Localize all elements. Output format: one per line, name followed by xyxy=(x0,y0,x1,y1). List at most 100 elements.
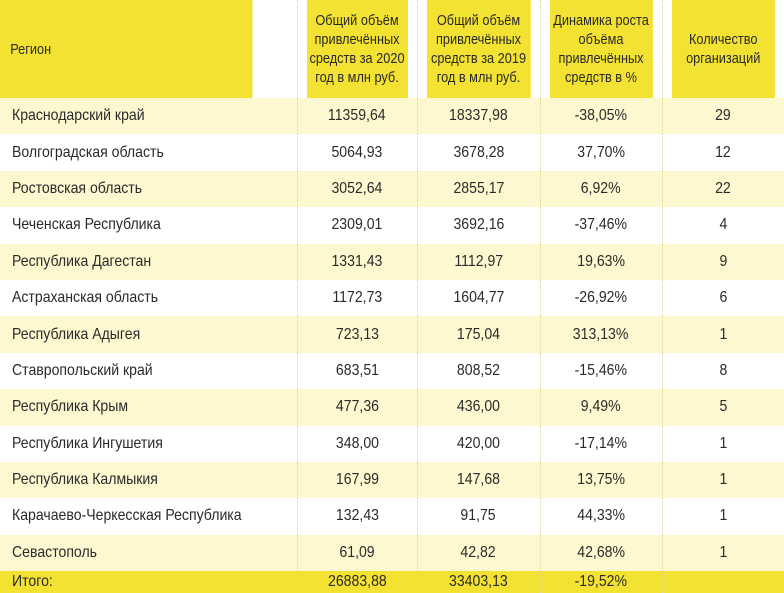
cell-org-count: 12 xyxy=(661,134,784,171)
cell-funds-2020: 167,99 xyxy=(296,461,417,499)
cell-org-count: 1 xyxy=(661,316,784,353)
region-value: Чеченская Республика xyxy=(12,216,161,234)
org-count-value: 1 xyxy=(719,471,728,489)
cell-funds-2020: 132,43 xyxy=(296,498,417,535)
cell-funds-2019: 3678,28 xyxy=(416,134,540,171)
cell-region: Волгоградская область xyxy=(0,134,297,171)
table-row: Волгоградская область 5064,93 3678,28 37,70… xyxy=(0,134,784,171)
cell-org-count: 29 xyxy=(661,98,784,135)
cell-funds-2020: 26883,88 xyxy=(296,571,417,593)
funds-2019-value: 2855,17 xyxy=(453,179,504,197)
cell-org-count: 1 xyxy=(661,425,784,462)
cell-funds-2019: 1112,97 xyxy=(416,243,540,280)
cell-growth: -26,92% xyxy=(539,279,662,317)
cell-growth: -38,05% xyxy=(539,98,662,135)
funds-2019-value: 420,00 xyxy=(456,434,501,452)
cell-org-count: 1 xyxy=(661,498,784,535)
funds-2019-value: 1604,77 xyxy=(453,289,504,307)
cell-region: Республика Дагестан xyxy=(0,243,297,280)
cell-org-count: 22 xyxy=(661,170,784,208)
cell-org-count: 8 xyxy=(661,352,784,390)
growth-value: -15,46% xyxy=(574,361,628,379)
funds-2019-value: 33403,13 xyxy=(449,573,508,591)
funds-2020-value: 5064,93 xyxy=(331,143,383,161)
funds-2020-value: 11359,64 xyxy=(328,107,386,125)
cell-org-count: 5 xyxy=(661,389,784,426)
funds-2019-value: 175,04 xyxy=(456,325,501,343)
table-row: Чеченская Республика 2309,01 3692,16 -37,46… xyxy=(0,207,784,244)
region-value: Волгоградская область xyxy=(12,143,164,161)
header-row: Регион Общий объём привлечённых средств … xyxy=(0,0,784,98)
cell-funds-2019: 147,68 xyxy=(416,461,540,499)
growth-value: 42,68% xyxy=(577,543,625,561)
cell-funds-2020: 477,36 xyxy=(296,389,417,426)
org-count-value: 1 xyxy=(719,434,728,452)
table-row: Ставропольский край 683,51 808,52 -15,46% 8 xyxy=(0,352,784,390)
region-value: Карачаево-Черкесская Республика xyxy=(12,507,242,525)
funds-2019-value: 3678,28 xyxy=(453,143,504,161)
growth-value: 19,63% xyxy=(577,252,625,270)
region-value: Ростовская область xyxy=(12,179,143,197)
header-funds-2019: Общий объём привлечённых средств за 2019… xyxy=(425,0,531,98)
table-row: Краснодарский край 11359,64 18337,98 -38,05… xyxy=(0,98,784,135)
funds-2020-value: 3052,64 xyxy=(331,179,383,197)
cell-funds-2019: 18337,98 xyxy=(416,98,540,135)
region-value: Ставропольский край xyxy=(12,361,153,379)
cell-org-count: 6 xyxy=(661,279,784,317)
cell-growth: 37,70% xyxy=(539,134,662,171)
table-row: Карачаево-Черкесская Республика 132,43 91,… xyxy=(0,498,784,535)
funds-2020-value: 61,09 xyxy=(339,543,375,561)
table-row: Астраханская область 1172,73 1604,77 -26,92… xyxy=(0,279,784,317)
org-count-value: 12 xyxy=(715,143,732,161)
org-count-value: 29 xyxy=(715,107,732,125)
region-value: Республика Адыгея xyxy=(12,325,141,343)
cell-region: Итого: xyxy=(0,571,297,593)
funds-2020-value: 1331,43 xyxy=(331,252,383,270)
cell-funds-2019: 420,00 xyxy=(416,425,540,462)
cell-funds-2019: 2855,17 xyxy=(416,170,540,208)
table-row: Республика Ингушетия 348,00 420,00 -17,14% 1 xyxy=(0,425,784,462)
funds-2020-value: 26883,88 xyxy=(327,573,387,591)
cell-funds-2020: 61,09 xyxy=(296,534,417,572)
cell-funds-2020: 1331,43 xyxy=(296,243,417,280)
cell-funds-2019: 1604,77 xyxy=(416,279,540,317)
growth-value: -19,52% xyxy=(574,573,628,591)
cell-growth: 313,13% xyxy=(539,316,662,353)
funds-2020-value: 167,99 xyxy=(335,471,379,489)
growth-value: 313,13% xyxy=(573,325,629,343)
funds-2020-value: 477,36 xyxy=(335,398,379,416)
region-value: Республика Дагестан xyxy=(12,252,152,270)
growth-value: -38,05% xyxy=(574,107,628,125)
cell-funds-2020: 1172,73 xyxy=(296,279,417,317)
growth-value: -37,46% xyxy=(574,216,628,234)
growth-value: 9,49% xyxy=(581,398,621,416)
org-count-value: 1 xyxy=(719,543,728,561)
region-value: Краснодарский край xyxy=(12,107,145,125)
cell-growth: -19,52% xyxy=(539,571,662,593)
region-value: Республика Крым xyxy=(12,398,129,416)
cell-region: Республика Адыгея xyxy=(0,316,297,353)
funds-2020-value: 683,51 xyxy=(335,361,379,379)
cell-region: Республика Крым xyxy=(0,389,297,426)
funds-2019-value: 147,68 xyxy=(456,471,501,489)
org-count-value: 4 xyxy=(719,216,728,234)
growth-value: 6,92% xyxy=(581,179,621,197)
cell-funds-2019: 436,00 xyxy=(416,389,540,426)
org-count-value: 9 xyxy=(719,252,728,270)
funds-2019-value: 808,52 xyxy=(456,361,501,379)
cell-growth: -15,46% xyxy=(539,352,662,390)
funds-2019-value: 1112,97 xyxy=(454,252,503,270)
cell-funds-2020: 683,51 xyxy=(296,352,417,390)
cell-funds-2019: 175,04 xyxy=(416,316,540,353)
region-value: Астраханская область xyxy=(12,289,159,307)
cell-org-count: 1 xyxy=(661,461,784,499)
cell-funds-2020: 348,00 xyxy=(296,425,417,462)
cell-funds-2019: 42,82 xyxy=(416,534,540,572)
cell-region: Ставропольский край xyxy=(0,352,297,390)
cell-growth: -37,46% xyxy=(539,207,662,244)
cell-funds-2019: 33403,13 xyxy=(416,571,540,593)
cell-region: Севастополь xyxy=(0,534,297,572)
org-count-value: 1 xyxy=(719,325,728,343)
region-value: Республика Ингушетия xyxy=(12,434,163,452)
table-row: Республика Адыгея 723,13 175,04 313,13% 1 xyxy=(0,316,784,353)
